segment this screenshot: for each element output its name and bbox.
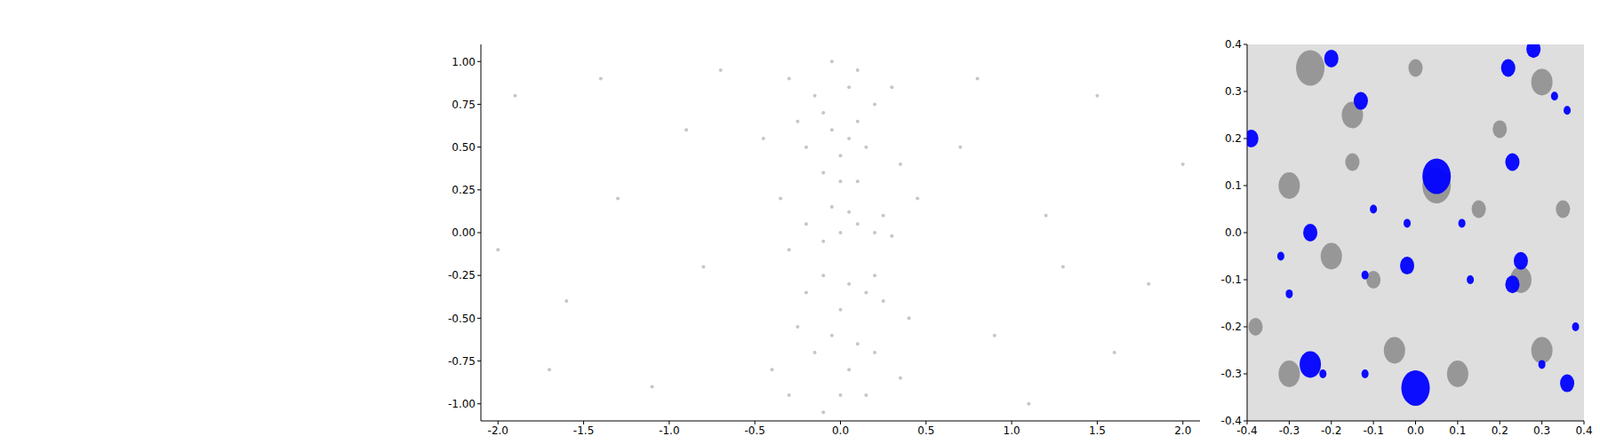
- svg-text:-0.75: -0.75: [448, 355, 476, 368]
- svg-text:1.0: 1.0: [1003, 424, 1021, 438]
- svg-text:0.4: 0.4: [1224, 38, 1242, 51]
- svg-text:-2.0: -2.0: [488, 424, 509, 438]
- svg-text:0.75: 0.75: [451, 98, 476, 112]
- svg-text:0.1: 0.1: [1224, 179, 1242, 192]
- svg-text:-0.1: -0.1: [1221, 273, 1242, 287]
- svg-text:-0.4: -0.4: [1221, 415, 1242, 428]
- svg-text:0.0: 0.0: [1407, 424, 1424, 438]
- svg-text:0.3: 0.3: [1224, 85, 1242, 98]
- svg-text:0.1: 0.1: [1448, 424, 1466, 438]
- svg-text:0.00: 0.00: [451, 226, 476, 240]
- svg-text:2.0: 2.0: [1174, 424, 1192, 438]
- svg-text:0.2: 0.2: [1224, 132, 1242, 145]
- svg-text:-0.1: -0.1: [1362, 424, 1384, 438]
- svg-text:0.3: 0.3: [1533, 424, 1551, 438]
- svg-text:-0.50: -0.50: [448, 312, 476, 326]
- svg-text:0.25: 0.25: [451, 184, 476, 197]
- svg-text:0.0: 0.0: [832, 424, 849, 438]
- svg-text:-0.3: -0.3: [1221, 368, 1242, 381]
- svg-text:-0.25: -0.25: [448, 269, 476, 282]
- svg-text:-0.2: -0.2: [1221, 320, 1242, 334]
- svg-text:-1.5: -1.5: [573, 424, 594, 438]
- svg-text:-0.2: -0.2: [1320, 424, 1342, 438]
- svg-text:0.4: 0.4: [1575, 424, 1592, 438]
- svg-text:-0.4: -0.4: [1236, 424, 1258, 437]
- svg-text:0.50: 0.50: [451, 141, 476, 154]
- svg-text:-0.5: -0.5: [744, 424, 765, 438]
- svg-text:1.5: 1.5: [1088, 424, 1106, 438]
- svg-text:-0.3: -0.3: [1279, 424, 1300, 438]
- svg-text:-1.0: -1.0: [658, 424, 680, 438]
- svg-text:0.0: 0.0: [1224, 226, 1242, 240]
- svg-text:1.00: 1.00: [451, 56, 476, 69]
- svg-text:0.5: 0.5: [917, 424, 935, 438]
- svg-text:-1.00: -1.00: [448, 398, 476, 411]
- svg-text:0.2: 0.2: [1491, 424, 1509, 438]
